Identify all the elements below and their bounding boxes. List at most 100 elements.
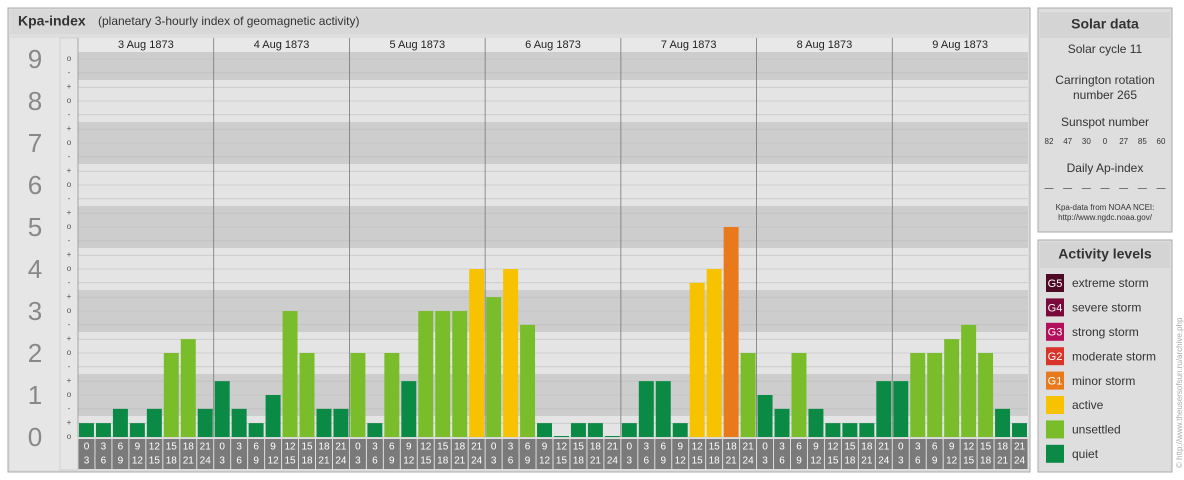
- bar: [554, 436, 569, 437]
- hour-label: 0: [84, 442, 90, 453]
- bar: [791, 353, 807, 437]
- y-tick-label: 9: [28, 44, 42, 74]
- minor-tick-label: -: [68, 152, 71, 161]
- hour-label: 3: [491, 456, 497, 467]
- bar: [79, 423, 94, 437]
- day-label: 7 Aug 1873: [661, 39, 717, 51]
- title-bar: [10, 10, 1028, 34]
- level-name: extreme storm: [1072, 276, 1149, 290]
- level-swatch: [1046, 371, 1064, 390]
- hour-label: 21: [997, 456, 1009, 467]
- day-header: [78, 38, 1028, 52]
- minor-tick-label: o: [67, 222, 72, 231]
- minor-tick-label: o: [67, 432, 72, 441]
- chart-title: Kpa-index: [18, 13, 86, 29]
- hour-label: 21: [878, 442, 890, 453]
- hour-label: 6: [508, 456, 514, 467]
- solar-header: [1040, 12, 1170, 38]
- level-swatch: [1046, 444, 1064, 463]
- ap-value: —: [1101, 182, 1110, 192]
- bar: [927, 353, 943, 437]
- hour-label: 3: [644, 442, 650, 453]
- hour-cell: [638, 439, 655, 469]
- hour-cell: [570, 439, 587, 469]
- hour-label: 21: [1014, 442, 1026, 453]
- hour-cell: [434, 439, 451, 469]
- hour-label: 18: [437, 456, 449, 467]
- sunspot-value: 0: [1103, 137, 1108, 146]
- hour-cell: [909, 439, 926, 469]
- hour-label: 18: [166, 456, 178, 467]
- bar: [435, 311, 451, 437]
- hour-label: 12: [539, 456, 551, 467]
- hour-label: 15: [827, 456, 839, 467]
- hour-cell: [841, 439, 858, 469]
- hour-label: 24: [878, 456, 890, 467]
- hour-label: 6: [915, 456, 921, 467]
- bar: [197, 408, 213, 437]
- hour-cell: [349, 439, 366, 469]
- hour-label: 9: [525, 456, 531, 467]
- hour-label: 18: [980, 456, 992, 467]
- day-label: 3 Aug 1873: [118, 39, 174, 51]
- hour-cell: [265, 439, 282, 469]
- hour-label: 18: [997, 442, 1009, 453]
- hour-label: 21: [200, 442, 212, 453]
- hour-cell: [95, 439, 112, 469]
- minor-tick-label: +: [67, 292, 72, 301]
- hour-cell: [977, 439, 994, 469]
- hour-label: 9: [406, 442, 412, 453]
- hour-label: 21: [454, 456, 466, 467]
- hour-label: 3: [84, 456, 90, 467]
- hour-label: 3: [101, 442, 107, 453]
- hour-label: 15: [692, 456, 704, 467]
- bar: [231, 408, 247, 437]
- hour-label: 18: [183, 442, 195, 453]
- hour-label: 15: [556, 456, 568, 467]
- bar: [706, 269, 722, 437]
- hour-cell: [214, 439, 231, 469]
- bar: [333, 408, 349, 437]
- hour-label: 18: [844, 456, 856, 467]
- hour-label: 6: [253, 442, 259, 453]
- hour-label: 15: [573, 442, 585, 453]
- y-tick-label: 8: [28, 86, 42, 116]
- y-tick-label: 0: [28, 422, 42, 452]
- hour-cell: [774, 439, 790, 469]
- hour-cell: [163, 439, 180, 469]
- bar: [469, 269, 485, 437]
- hour-cell: [502, 439, 519, 469]
- sunspot-value: 85: [1138, 137, 1147, 146]
- hour-cell: [1011, 439, 1028, 469]
- bar: [587, 423, 603, 437]
- hour-label: 3: [372, 442, 378, 453]
- level-name: strong storm: [1072, 325, 1139, 339]
- hour-label: 21: [726, 456, 738, 467]
- hour-label: 15: [844, 442, 856, 453]
- hour-label: 9: [118, 456, 124, 467]
- bar: [672, 423, 688, 437]
- hour-cell: [926, 439, 943, 469]
- level-swatch: [1046, 298, 1064, 317]
- activity-title: Activity levels: [1058, 246, 1152, 262]
- minor-tick-label: o: [67, 180, 72, 189]
- hour-label: 3: [915, 442, 921, 453]
- hour-cell: [451, 439, 468, 469]
- hour-label: 18: [301, 456, 313, 467]
- bar: [638, 381, 654, 437]
- chart-subtitle: (planetary 3-hourly index of geomagnetic…: [98, 14, 359, 28]
- hour-label: 6: [525, 442, 531, 453]
- hour-label: 15: [149, 456, 161, 467]
- minor-tick-label: -: [68, 278, 71, 287]
- minor-tick-label: o: [67, 96, 72, 105]
- level-swatch: [1046, 322, 1064, 341]
- hour-label: 21: [590, 456, 602, 467]
- bar: [384, 353, 400, 437]
- hour-label: 18: [590, 442, 602, 453]
- sunspot-value: 27: [1119, 137, 1128, 146]
- y-tick-label: 7: [28, 128, 42, 158]
- minor-tick-label: +: [67, 250, 72, 259]
- bar: [486, 297, 502, 437]
- hour-label: 12: [963, 442, 975, 453]
- hour-cell: [807, 439, 824, 469]
